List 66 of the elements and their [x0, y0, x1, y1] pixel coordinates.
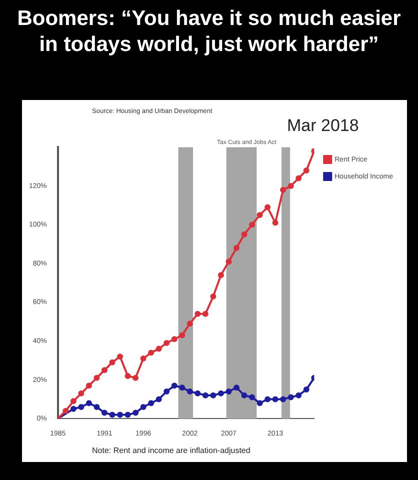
point [148, 350, 154, 356]
point [303, 386, 310, 393]
point [86, 382, 92, 389]
point [210, 293, 216, 300]
point [233, 384, 240, 391]
point [233, 245, 240, 252]
point [226, 258, 232, 265]
point [171, 382, 178, 389]
point [272, 396, 278, 402]
point [264, 204, 271, 210]
text: Note: Rent and income are inflation-adjusted [92, 446, 250, 455]
point [249, 394, 256, 400]
point [117, 354, 124, 360]
point [296, 392, 302, 398]
point [218, 272, 224, 278]
text: Mar 2018 [287, 116, 359, 136]
point [140, 356, 146, 362]
point [280, 396, 286, 402]
point [62, 408, 69, 414]
point [86, 400, 92, 406]
point [132, 410, 139, 416]
point [288, 394, 294, 400]
point [272, 220, 278, 226]
point [132, 374, 139, 381]
point [264, 396, 271, 402]
point [164, 388, 170, 394]
point [109, 359, 116, 366]
point [140, 404, 146, 410]
point [109, 412, 116, 418]
point [218, 390, 224, 396]
point [194, 390, 201, 396]
point [210, 392, 216, 398]
point [101, 367, 108, 374]
point [179, 384, 186, 391]
chart-title: Boomers: “You have it so much easier in todays world, just work harder” [16, 6, 402, 58]
point [124, 412, 131, 418]
point [171, 336, 178, 342]
point [70, 406, 76, 412]
point [117, 412, 124, 418]
point [70, 398, 76, 404]
point [241, 392, 248, 398]
point [202, 392, 208, 398]
point [241, 231, 248, 238]
point [256, 212, 263, 218]
point [156, 346, 162, 352]
point [179, 332, 186, 338]
point [194, 310, 201, 317]
point [296, 175, 302, 182]
point [124, 372, 131, 379]
point [288, 182, 294, 189]
point [164, 340, 170, 346]
point [101, 410, 108, 416]
point [186, 388, 193, 394]
point [249, 222, 256, 228]
point [202, 310, 208, 317]
point [94, 374, 100, 381]
point [280, 186, 286, 193]
point [226, 388, 232, 394]
point [148, 400, 154, 406]
point [156, 396, 162, 402]
point [78, 390, 84, 396]
point [256, 400, 263, 406]
point [186, 320, 193, 327]
point [94, 404, 100, 410]
point [303, 167, 310, 174]
point [78, 404, 84, 410]
